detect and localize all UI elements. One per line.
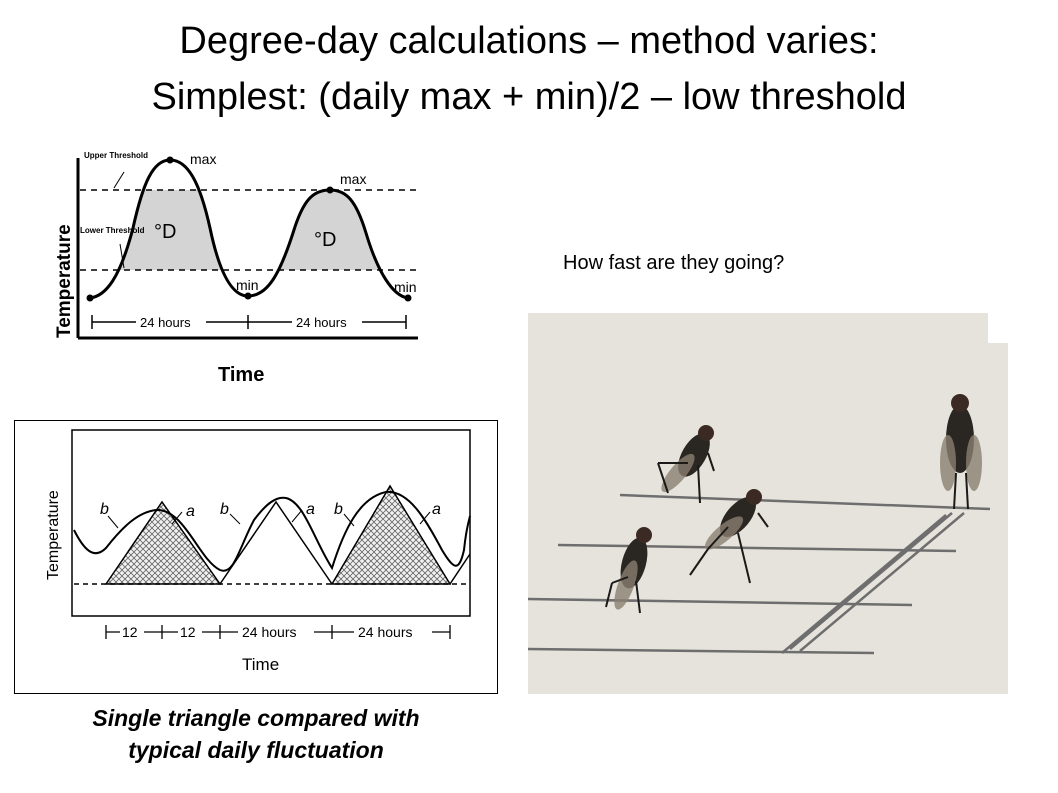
fly-4: [940, 394, 982, 510]
fig2-plot-frame: [71, 429, 471, 617]
max-point-2: [326, 186, 334, 194]
flies-photo: [528, 313, 1008, 694]
label-b-1: b: [100, 501, 109, 518]
period-12-label-1: 12: [122, 624, 138, 640]
min-label-1: min: [236, 277, 259, 293]
period-12-label-2: 12: [180, 624, 196, 640]
degree-label-2: °D: [314, 229, 336, 251]
lower-threshold-pointer: [119, 243, 125, 269]
slide-title-line2: Simplest: (daily max + min)/2 – low thre…: [151, 76, 907, 118]
fly-3: [605, 527, 652, 614]
question-text: How fast are they going?: [563, 252, 785, 274]
slide-title-line1: Degree-day calculations – method varies:: [179, 20, 879, 62]
degree-day-sine-diagram: Temperature Time Upper Threshold Lower T…: [54, 151, 420, 386]
lower-threshold-label: Lower Threshold: [80, 226, 145, 235]
pencil-lines: [528, 493, 991, 655]
min-point-1: [86, 294, 94, 302]
label-a-3: a: [432, 501, 441, 518]
min-point-2: [244, 292, 252, 300]
fig2-ylabel: Temperature: [45, 490, 62, 580]
period-label-1: 24 hours: [140, 315, 191, 330]
fig1-xlabel: Time: [218, 364, 264, 386]
photo-background: [528, 313, 1008, 694]
max-point-1: [166, 156, 174, 164]
fig1-ylabel: Temperature: [54, 224, 75, 338]
max-label-1: max: [190, 151, 216, 167]
fly-2: [689, 489, 769, 584]
degree-label-1: °D: [154, 221, 176, 243]
upper-threshold-label: Upper Threshold: [84, 151, 148, 160]
min-point-3: [404, 294, 412, 302]
period-24-label-2: 24 hours: [358, 624, 412, 640]
period-24-label-1: 24 hours: [242, 624, 296, 640]
caption-line1: Single triangle compared with: [92, 705, 420, 731]
max-label-2: max: [340, 171, 366, 187]
triangle-area-1: [104, 500, 222, 585]
fluctuation-curve-b: [73, 490, 471, 572]
fig2-xlabel: Time: [242, 655, 279, 674]
fly-1: [657, 425, 715, 504]
label-b-2: b: [220, 501, 229, 518]
label-a-2: a: [306, 501, 315, 518]
caption-line2: typical daily fluctuation: [128, 737, 384, 763]
triangle-line-a: [219, 500, 333, 585]
min-label-2: min: [394, 279, 417, 295]
figure-caption: Single triangle compared with typical da…: [14, 702, 498, 766]
period-label-2: 24 hours: [296, 315, 347, 330]
upper-threshold-pointer: [113, 171, 125, 189]
label-a-1: a: [186, 503, 195, 520]
degree-day-area: [118, 190, 381, 270]
single-triangle-diagram: b a b a b a Temperature Time 12 12 24 ho…: [14, 420, 498, 694]
label-b-3: b: [334, 501, 343, 518]
